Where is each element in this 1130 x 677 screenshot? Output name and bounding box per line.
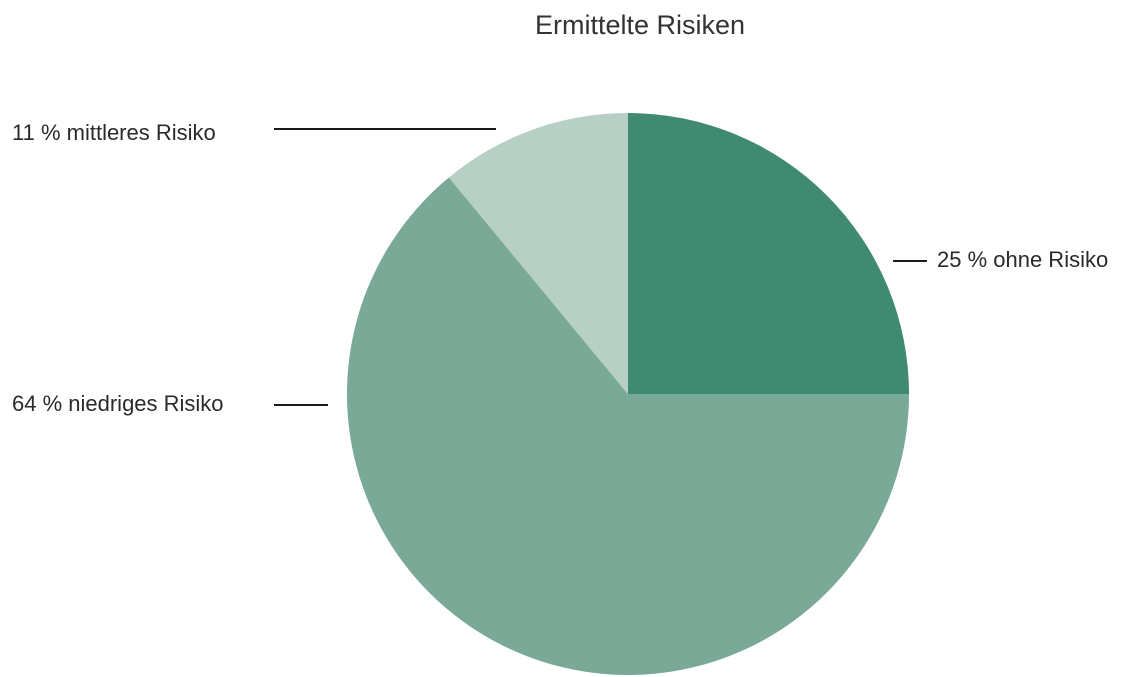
slice-label-2: 11 % mittleres Risiko (12, 120, 216, 145)
slice-labels: 25 % ohne Risiko 64 % niedriges Risiko 11 … (12, 120, 1108, 416)
slice-label-1: 64 % niedriges Risiko (12, 391, 224, 416)
chart-title: Ermittelte Risiken (535, 10, 745, 40)
pie-slice-1 (347, 177, 910, 676)
pie-slice-0 (628, 113, 909, 394)
slice-label-0: 25 % ohne Risiko (937, 247, 1108, 272)
pie-slice-2 (448, 113, 628, 394)
pie-slices (347, 113, 910, 676)
leader-lines (274, 128, 927, 406)
